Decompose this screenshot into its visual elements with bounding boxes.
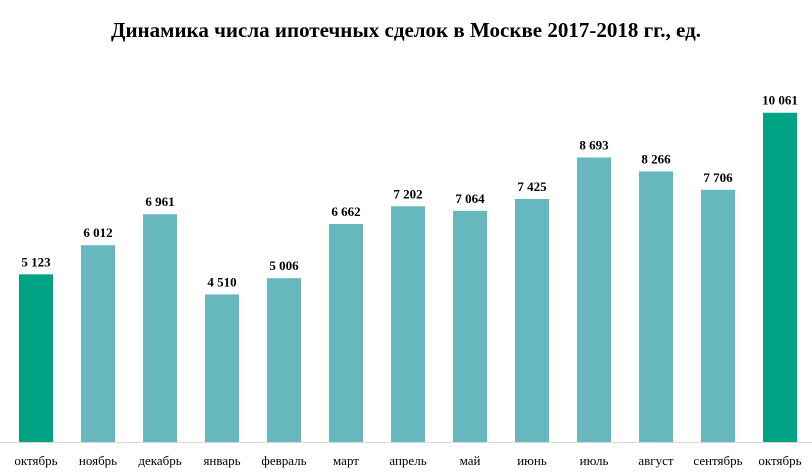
data-label-12: 10 061 (762, 93, 798, 108)
x-tick-label-1: ноябрь (79, 453, 117, 468)
data-label-4: 5 006 (269, 258, 299, 273)
data-label-9: 8 693 (579, 138, 609, 153)
data-label-5: 6 662 (331, 204, 360, 219)
x-tick-label-4: февраль (261, 453, 306, 468)
bar-0 (19, 274, 53, 442)
bar-11 (701, 189, 735, 442)
data-label-0: 5 123 (21, 254, 51, 269)
x-tick-label-5: март (333, 453, 359, 468)
data-label-8: 7 425 (517, 179, 547, 194)
bar-5 (329, 223, 363, 442)
x-tick-label-11: сентябрь (693, 453, 742, 468)
data-label-7: 7 064 (455, 191, 485, 206)
x-tick-label-10: август (638, 453, 674, 468)
data-label-10: 8 266 (641, 151, 671, 166)
bar-7 (453, 210, 487, 442)
bar-2 (143, 214, 177, 442)
x-tick-label-6: апрель (389, 453, 426, 468)
bar-8 (515, 199, 549, 442)
chart-title: Динамика числа ипотечных сделок в Москве… (111, 18, 701, 42)
x-tick-label-3: январь (203, 453, 240, 468)
bar-6 (391, 206, 425, 442)
x-tick-label-12: октябрь (758, 453, 801, 468)
bar-1 (81, 245, 115, 442)
bar-3 (205, 294, 239, 442)
data-label-2: 6 961 (145, 194, 174, 209)
x-tick-label-9: июль (580, 453, 609, 468)
x-tick-label-8: июнь (517, 453, 547, 468)
data-label-11: 7 706 (703, 170, 733, 185)
bar-10 (639, 171, 673, 442)
data-label-1: 6 012 (83, 225, 112, 240)
bar-12 (763, 112, 797, 443)
data-label-6: 7 202 (393, 186, 422, 201)
x-tick-label-0: октябрь (14, 453, 57, 468)
bar-4 (267, 278, 301, 442)
x-tick-label-7: май (460, 453, 481, 468)
bar-9 (577, 157, 611, 442)
data-label-3: 4 510 (207, 274, 236, 289)
x-tick-label-2: декабрь (138, 453, 181, 468)
